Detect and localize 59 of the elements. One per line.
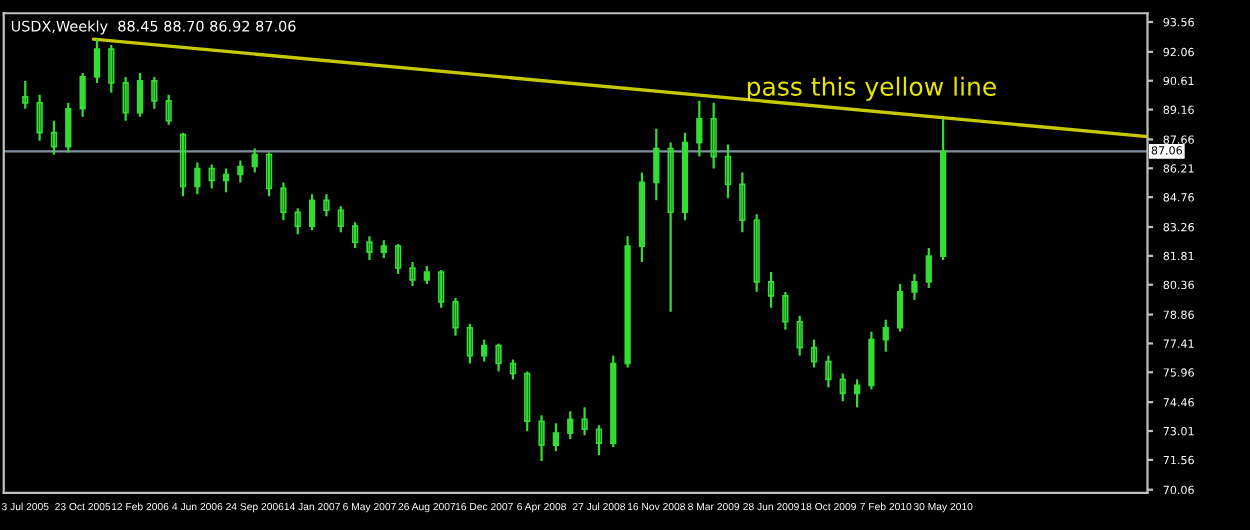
candlestick (108, 43, 115, 94)
candlestick (165, 93, 172, 126)
candlestick (481, 338, 488, 363)
candlestick (179, 131, 187, 198)
candlestick (194, 161, 201, 196)
candlestick (208, 163, 215, 190)
candlestick (696, 99, 703, 158)
candlestick (911, 272, 918, 301)
candlestick (796, 314, 803, 357)
candlestick (896, 282, 904, 333)
candlestick (50, 119, 58, 156)
candlestick (36, 93, 43, 142)
candlestick (79, 71, 86, 118)
candlestick (825, 354, 832, 389)
candlestick (882, 318, 889, 353)
candlestick (581, 406, 588, 437)
candlestick (466, 322, 473, 365)
candlestick (767, 270, 775, 309)
candlestick (538, 414, 545, 463)
candlestick (151, 75, 158, 110)
candlestick (323, 193, 330, 218)
candlestick (251, 147, 258, 174)
candlestick (710, 101, 717, 170)
candlestick (222, 167, 230, 194)
candlestick (452, 296, 459, 337)
candlestick (782, 290, 789, 331)
candlestick (351, 221, 359, 250)
candlestick (853, 378, 861, 409)
candlestick (337, 205, 344, 234)
candlestick (653, 127, 660, 202)
candlestick (839, 372, 846, 403)
candlestick (409, 260, 416, 288)
annotation: pass this yellow line (747, 76, 996, 101)
candlestick (552, 422, 560, 453)
candlestick (925, 246, 932, 290)
candlestick (810, 338, 818, 369)
candlestick (280, 181, 287, 222)
candlestick (438, 268, 445, 309)
candlestick (495, 342, 502, 373)
candlestick (265, 151, 273, 198)
candlestick (136, 71, 144, 118)
candlestick (509, 358, 517, 381)
candlestick (395, 243, 402, 276)
candlestick (724, 143, 732, 200)
candlestick (308, 193, 316, 232)
candlestick (294, 207, 301, 236)
candlestick (524, 370, 531, 433)
candlestick (595, 424, 603, 457)
candlestick (22, 79, 29, 110)
candlestick (93, 38, 101, 85)
candlestick (366, 235, 373, 262)
candlestick (739, 171, 746, 234)
candlestick (237, 159, 244, 184)
candlestick (667, 141, 674, 313)
candlestick (868, 330, 875, 391)
candlestick (567, 410, 574, 441)
candlestick (65, 101, 72, 154)
candlestick (122, 75, 129, 122)
candlestick (753, 213, 760, 293)
